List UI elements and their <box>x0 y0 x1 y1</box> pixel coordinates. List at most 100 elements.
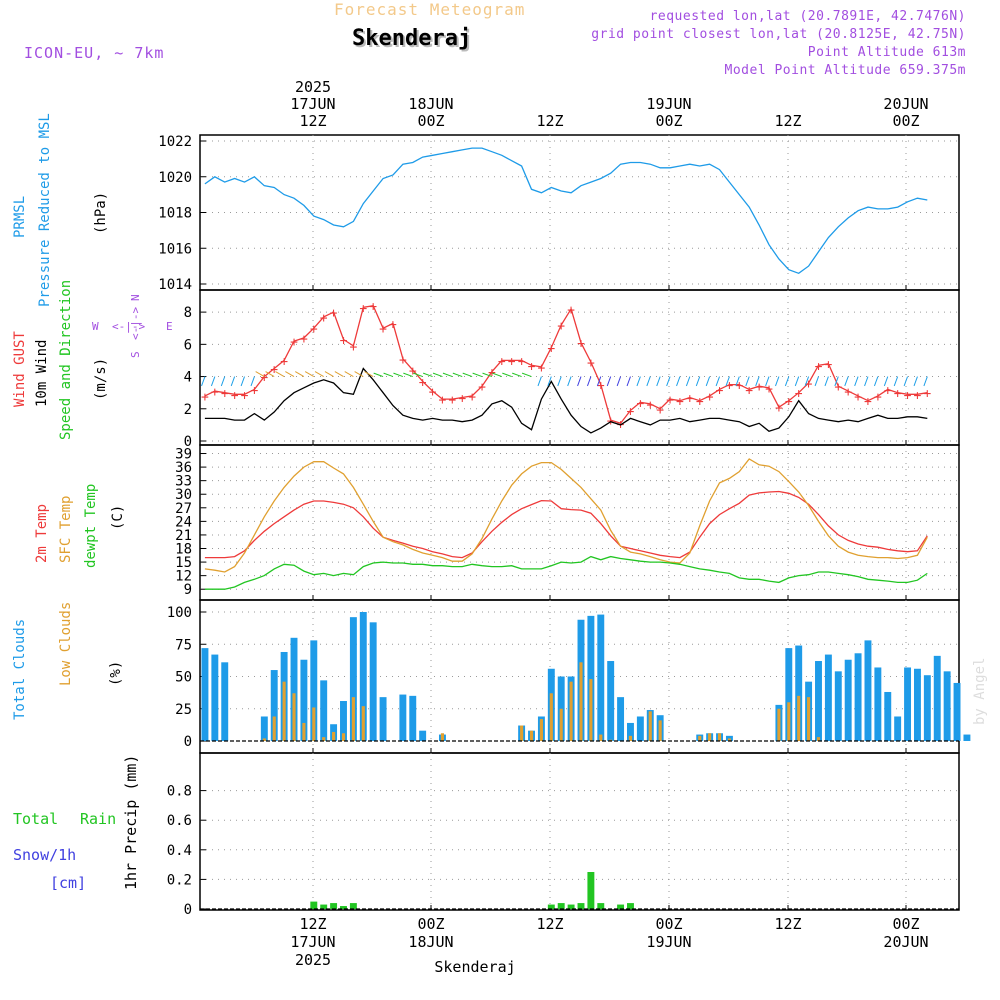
wind-arrow <box>462 372 473 378</box>
pressure-labels: PRMSL Pressure Reduced to MSL (hPa) <box>12 113 109 307</box>
compass-s: S <box>129 351 142 358</box>
total-cloud-bar <box>815 661 822 741</box>
gust-marker: + <box>765 382 773 397</box>
wind-arrow <box>250 376 255 387</box>
wind-label-l1: Wind GUST <box>12 331 28 407</box>
y-tick-label: 0.8 <box>167 784 192 800</box>
total-cloud-bar <box>617 697 625 741</box>
bottom-label-5-l1: 00Z <box>892 915 919 933</box>
series-line <box>204 147 928 275</box>
precip-labels: Total Rain Snow/1h [cm] 1hr Precip (mm) <box>13 755 140 892</box>
y-tick-label: 0 <box>184 734 192 750</box>
y-tick-label: 27 <box>175 501 192 517</box>
wind-arrow <box>294 371 305 377</box>
total-cloud-bar <box>923 675 931 741</box>
rain-bar <box>557 903 565 909</box>
wind-arrow <box>765 376 770 387</box>
wind-arrow <box>324 371 334 377</box>
y-tick-label: 39 <box>175 447 192 463</box>
y-tick-label: 100 <box>167 605 192 621</box>
y-tick-label: 2 <box>184 402 192 418</box>
gust-marker: + <box>824 358 832 373</box>
y-tick-label: 33 <box>175 474 192 490</box>
gust-marker: + <box>211 385 219 400</box>
wind-arrow <box>923 376 928 387</box>
low-cloud-bar <box>787 702 791 741</box>
gust-marker: + <box>201 390 209 405</box>
wind-arrow <box>240 376 246 387</box>
temp-label-l3: dewpt Temp <box>83 484 99 568</box>
total-cloud-bar <box>587 615 595 741</box>
wind-arrow <box>616 376 622 387</box>
low-cloud-bar <box>698 735 702 741</box>
gust-marker: + <box>627 404 635 419</box>
bottom-label-2-l1: 12Z <box>536 915 563 933</box>
gust-marker: + <box>528 359 536 374</box>
wind-arrow <box>373 372 384 378</box>
low-cloud-bar <box>807 697 811 741</box>
model-label: ICON-EU, ~ 7km <box>24 44 165 62</box>
wind-arrow <box>695 376 701 387</box>
precip-unit: 1hr Precip (mm) <box>122 755 140 890</box>
compass-arrows-v: <-|-> <box>129 307 142 340</box>
wind-arrow <box>304 371 315 377</box>
requested-coords: requested lon,lat (20.7891E, 42.7476N) <box>649 9 966 24</box>
rain-bar <box>567 904 575 909</box>
gust-marker: + <box>241 388 249 403</box>
gust-marker: + <box>359 301 367 316</box>
gust-marker: + <box>775 401 783 416</box>
bottom-label-1-l2: 18JUN <box>408 933 453 951</box>
temp-unit: (C) <box>110 505 126 530</box>
gust-marker: + <box>914 388 922 403</box>
top-label-1-l3: 00Z <box>417 112 444 130</box>
top-label-0-l2: 17JUN <box>290 95 335 113</box>
temp-label-l2: SFC Temp <box>58 496 74 563</box>
total-cloud-bar <box>221 662 229 741</box>
y-tick-label: 1020 <box>158 170 192 186</box>
gust-marker: + <box>557 319 565 334</box>
gust-marker: + <box>221 387 229 402</box>
gust-marker: + <box>834 380 842 395</box>
wind-arrow <box>715 376 721 387</box>
temp-label-l1: 2m Temp <box>34 504 50 563</box>
wind-arrow <box>482 372 493 378</box>
wind-arrow <box>794 376 800 387</box>
low-cloud-bar <box>292 693 296 741</box>
top-time-axis: 2025 17JUN 12Z 18JUN 00Z 12Z 19JUN 00Z 1… <box>290 78 928 130</box>
gust-marker: + <box>805 377 813 392</box>
wind-arrow <box>364 371 374 377</box>
y-tick-label: 18 <box>175 542 192 558</box>
low-cloud-bar <box>599 734 603 741</box>
total-cloud-bar <box>399 694 407 741</box>
bottom-label-0-l3: 2025 <box>295 951 331 969</box>
gust-marker: + <box>379 322 387 337</box>
gust-marker: + <box>795 387 803 402</box>
y-tick-label: 15 <box>175 555 192 571</box>
wind-unit: (m/s) <box>93 358 109 400</box>
line-layer: + + + + + +++++ +++ ++ ++ ++ ++++++ + + ++++ + + + ++++++… <box>201 147 931 590</box>
low-cloud-bar <box>282 681 286 741</box>
bottom-label-3-l1: 00Z <box>655 915 682 933</box>
total-cloud-bar <box>409 695 417 741</box>
gust-marker: + <box>478 380 486 395</box>
total-cloud-bar <box>795 645 803 741</box>
footer-location: Skenderaj <box>434 958 515 976</box>
wind-arrow <box>854 376 859 387</box>
gust-marker: + <box>815 359 823 374</box>
rain-bar <box>340 906 347 909</box>
wind-arrow <box>432 372 443 378</box>
wind-arrow <box>596 376 602 387</box>
bottom-time-axis: 12Z 17JUN 2025 00Z 18JUN 12Z 00Z 19JUN 1… <box>290 915 928 969</box>
wind-labels: Wind GUST 10m Wind Speed and Direction (… <box>12 280 173 440</box>
low-cloud-bar <box>302 722 306 741</box>
gust-marker: + <box>735 379 743 394</box>
gust-marker: + <box>399 353 407 368</box>
wind-label-l2: 10m Wind <box>34 340 50 407</box>
low-cloud-bar <box>559 708 563 741</box>
wind-arrow <box>626 376 631 387</box>
low-cloud-bar <box>361 706 365 741</box>
wind-arrow <box>413 372 423 378</box>
wind-arrow <box>725 376 730 387</box>
low-cloud-bar <box>351 697 355 741</box>
total-cloud-bar <box>419 730 427 741</box>
